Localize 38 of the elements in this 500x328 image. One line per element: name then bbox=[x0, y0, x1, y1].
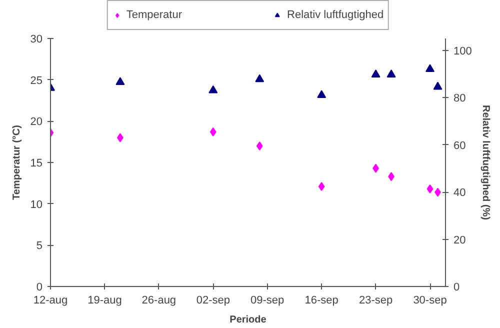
y-tick-label: 30 bbox=[30, 34, 43, 46]
point bbox=[116, 77, 125, 86]
y-tick-label: 20 bbox=[30, 116, 43, 128]
y2-axis-title: Relativ luftfugtighed (%) bbox=[480, 105, 491, 220]
point bbox=[426, 184, 434, 194]
x-axis-title: Periode bbox=[230, 314, 267, 326]
y-tick-label: 25 bbox=[30, 74, 43, 87]
point bbox=[371, 70, 380, 78]
y2-tick-label: 100 bbox=[454, 45, 472, 58]
x-tick-label: 02-sep bbox=[196, 294, 230, 306]
point bbox=[210, 127, 216, 136]
y2-tick-label: 0 bbox=[454, 282, 460, 294]
point bbox=[426, 64, 435, 72]
y2-tick-label: 60 bbox=[454, 140, 466, 152]
point bbox=[386, 70, 396, 78]
y-tick-label: 5 bbox=[36, 240, 43, 252]
x-tick-label: 12-aug bbox=[33, 294, 68, 306]
y2-tick-label: 20 bbox=[454, 234, 466, 246]
y2-tick-label: 40 bbox=[454, 187, 466, 200]
point bbox=[256, 141, 263, 150]
legend-label: Relativ luftfugtighed bbox=[287, 9, 384, 21]
x-tick-label: 30-sep bbox=[413, 294, 447, 306]
y-axis-title: Temperatur (°C) bbox=[11, 125, 22, 200]
y-tick-label: 10 bbox=[30, 198, 43, 211]
point bbox=[318, 182, 325, 191]
legend-label: Temperatur bbox=[126, 9, 182, 21]
y2-tick-label: 80 bbox=[454, 92, 466, 105]
x-tick-label: 19-aug bbox=[88, 294, 122, 306]
y-tick-label: 0 bbox=[36, 282, 43, 294]
x-tick-label: 26-aug bbox=[142, 294, 176, 306]
point bbox=[255, 74, 264, 82]
point bbox=[208, 85, 218, 94]
point bbox=[433, 82, 442, 90]
point bbox=[317, 90, 326, 98]
y-tick-label: 15 bbox=[30, 158, 43, 170]
x-tick-label: 23-sep bbox=[358, 294, 393, 306]
x-tick-label: 09-sep bbox=[250, 294, 284, 306]
x-tick-label: 16-sep bbox=[304, 294, 338, 306]
